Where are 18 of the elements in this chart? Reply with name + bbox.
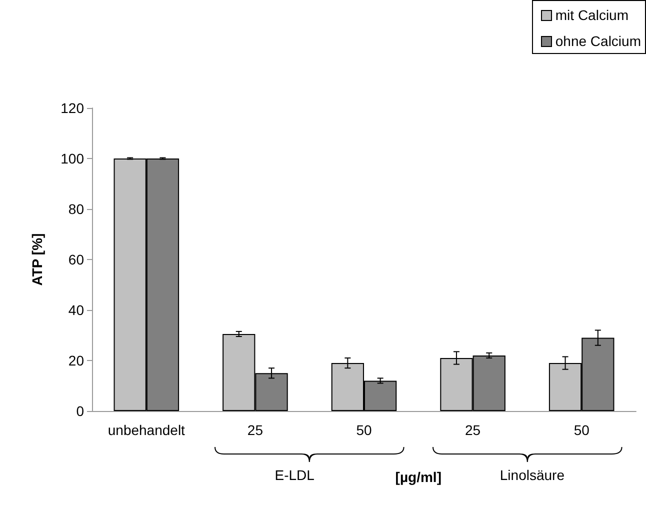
y-tick-label: 40 (68, 302, 84, 318)
x-tick-label: 50 (356, 422, 372, 438)
text: Linolsäure (500, 467, 564, 483)
legend-label: mit Calcium (555, 7, 629, 23)
legend-label: ohne Calcium (555, 33, 641, 49)
y-tick-label: 20 (68, 352, 84, 368)
x-tick-label: 25 (247, 422, 264, 438)
x-tick-label: unbehandelt (108, 422, 186, 438)
y-tick-label: 0 (76, 403, 84, 419)
y-tick-label: 80 (68, 201, 84, 217)
y-axis-title: ATP [%] (29, 233, 45, 286)
x-tick-label: 25 (465, 422, 481, 438)
text: E-LDL (274, 467, 314, 483)
x-tick-label: 50 (574, 422, 590, 438)
x-axis-title: [µg/ml] (395, 469, 442, 485)
y-tick-label: 60 (68, 252, 84, 268)
y-tick-label: 100 (60, 150, 84, 166)
y-tick-label: 120 (60, 100, 84, 116)
